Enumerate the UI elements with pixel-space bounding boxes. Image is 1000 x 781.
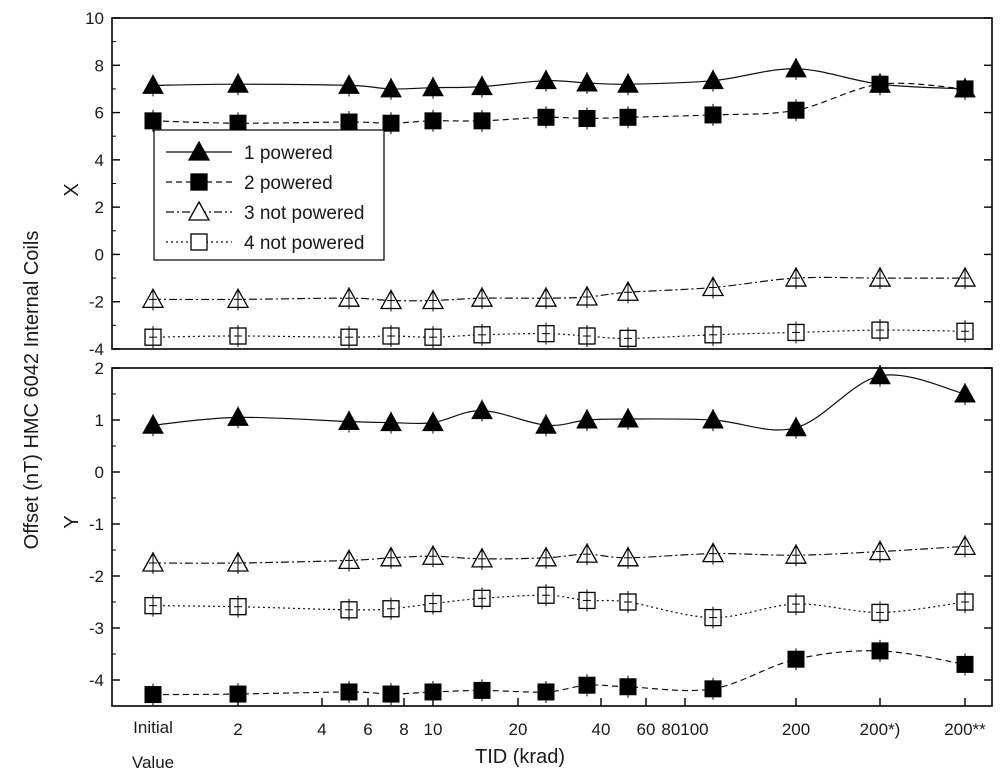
x-tick-label: 40 [592, 720, 611, 739]
panel-x-axes: -4 -2 0 2 4 6 8 10 [85, 9, 993, 359]
legend-label: 1 powered [244, 143, 333, 164]
series-x-4 [144, 319, 974, 350]
legend-marker [190, 233, 208, 251]
x-axis: Initial Value 2 4 6 8 10 20 40 60 80100 200 200*) 200… [132, 698, 986, 772]
x-tick-label: 10 [424, 720, 443, 739]
series-y-2 [144, 639, 974, 706]
y-tick-label: 2 [95, 198, 104, 217]
y-axis-title: Offset (nT) HMC 6042 Internal Coils [21, 231, 43, 550]
series-line [152, 545, 966, 564]
x-tick-label: Initial [133, 718, 173, 737]
y-tick-label: 8 [95, 56, 104, 75]
legend-label: 4 not powered [244, 233, 364, 254]
x-tick-label: 200 [782, 720, 810, 739]
series-line [152, 650, 966, 696]
y-tick-label: 0 [95, 245, 104, 264]
panel-y-series [141, 364, 977, 706]
x-tick-label: 60 [637, 720, 656, 739]
panel-y-frame [111, 367, 993, 707]
x-tick-label: 200** [944, 720, 986, 739]
series-line [152, 594, 966, 619]
series-y-3 [141, 535, 977, 574]
series-y-4 [144, 584, 974, 629]
y-tick-label: -3 [89, 619, 104, 638]
series-y-1 [142, 364, 976, 439]
y-tick-label: -2 [89, 293, 104, 312]
y-tick-label: -1 [89, 515, 104, 534]
panel-x-label: X [61, 183, 83, 196]
panel-x-series [141, 57, 977, 350]
series-x-1 [142, 57, 976, 100]
y-tick-label: 10 [85, 9, 104, 28]
legend-marker [187, 200, 211, 221]
legend-marker [190, 173, 208, 191]
x-tick-label: 200*) [860, 720, 901, 739]
series-line [152, 82, 966, 124]
y-tick-label: 2 [95, 359, 104, 378]
panel-y-axes: -4 -3 -2 -1 0 1 2 [89, 359, 993, 707]
y-tick-label: 1 [95, 411, 104, 430]
y-tick-label: -4 [89, 340, 104, 359]
x-tick-label: 2 [233, 720, 242, 739]
x-axis-title: TID (krad) [475, 746, 565, 768]
legend-marker [187, 140, 211, 161]
x-tick-label: 6 [363, 720, 372, 739]
y-tick-label: -4 [89, 671, 104, 690]
x-tick-label: 20 [509, 720, 528, 739]
series-x-3 [141, 266, 977, 312]
y-tick-label: 0 [95, 463, 104, 482]
legend-label: 2 powered [244, 173, 333, 194]
series-x-2 [144, 73, 974, 135]
series-line [152, 68, 966, 90]
panel-y-label: Y [61, 515, 83, 528]
series-line [152, 329, 966, 340]
series-line [152, 276, 965, 302]
legend-label: 3 not powered [244, 203, 364, 224]
x-tick-label: Value [132, 753, 174, 772]
x-tick-label: 4 [317, 720, 326, 739]
y-tick-label: 4 [95, 151, 104, 170]
series-line [152, 374, 966, 431]
legend: 1 powered 2 powered 3 not powered 4 not pow… [153, 129, 385, 261]
y-tick-label: -2 [89, 567, 104, 586]
y-tick-label: 6 [95, 104, 104, 123]
x-tick-label: 80100 [661, 720, 708, 739]
x-tick-label: 8 [399, 720, 408, 739]
